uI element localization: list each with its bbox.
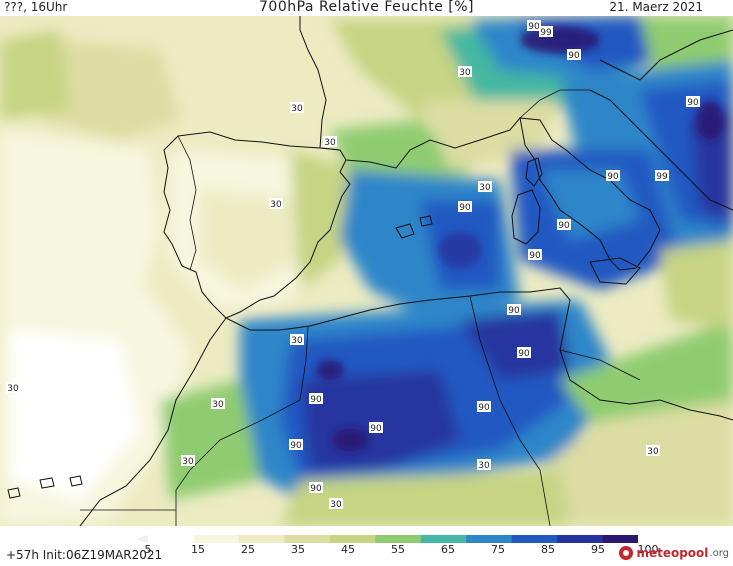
brand-name: meteopool — [636, 546, 709, 560]
contour-label: 90 — [309, 482, 323, 494]
colorbar-tick-label: 35 — [291, 543, 305, 556]
svg-text:90: 90 — [310, 484, 322, 494]
colorbar-tick-label: 15 — [191, 543, 205, 556]
colorbar-segment — [148, 535, 194, 543]
colorbar-segment — [375, 535, 422, 543]
contour-label: 90 — [567, 49, 581, 61]
contour-label: 30 — [211, 398, 225, 410]
colorbar-segment — [238, 535, 285, 543]
svg-text:30: 30 — [647, 447, 659, 457]
svg-text:90: 90 — [459, 203, 471, 213]
colorbar-segment — [193, 535, 240, 543]
svg-text:30: 30 — [324, 138, 336, 148]
svg-text:30: 30 — [212, 400, 224, 410]
contour-label: 30 — [477, 459, 491, 471]
contour-label: 90 — [309, 393, 323, 405]
colorbar-tick-label: 25 — [241, 543, 255, 556]
svg-text:30: 30 — [459, 68, 471, 78]
meteopool-logo: meteopool .org — [619, 546, 729, 560]
footer: 5 15 25 35 45 55 65 75 85 95 100 +57h Init:06Z19MA… — [0, 526, 733, 566]
coastlines — [7, 16, 733, 526]
contour-label: 90 — [557, 219, 571, 231]
svg-text:90: 90 — [528, 22, 540, 32]
svg-text:90: 90 — [290, 441, 302, 451]
contour-label: 30 — [323, 136, 337, 148]
svg-text:30: 30 — [330, 500, 342, 510]
contour-label: 30 — [181, 455, 195, 467]
colorbar-min-arrow — [136, 535, 148, 543]
humidity-map: 90 99 90 30 90 30 30 30 90 99 30 90 90 9… — [0, 16, 733, 526]
contour-label: 90 — [289, 439, 303, 451]
svg-text:90: 90 — [558, 221, 570, 231]
contour-label: 30 — [290, 334, 304, 346]
contour-label: 90 — [369, 422, 383, 434]
colorbar-tick-label: 45 — [341, 543, 355, 556]
colorbar-tick-label: 75 — [491, 543, 505, 556]
colorbar-tick-label: 85 — [541, 543, 555, 556]
contour-label: 90 — [517, 347, 531, 359]
contour-label: 30 — [6, 382, 20, 394]
colorbar-strip — [136, 535, 660, 543]
contour-label: 30 — [478, 181, 492, 193]
colorbar-segment — [557, 535, 604, 543]
svg-text:30: 30 — [291, 104, 303, 114]
colorbar-tick-label: 55 — [391, 543, 405, 556]
svg-text:30: 30 — [7, 384, 19, 394]
colorbar-tick-label: 5 — [144, 543, 152, 556]
svg-text:90: 90 — [568, 51, 580, 61]
svg-text:30: 30 — [270, 200, 282, 210]
contour-label: 90 — [477, 401, 491, 413]
contour-label: 30 — [646, 445, 660, 457]
colorbar-segment — [466, 535, 513, 543]
svg-text:90: 90 — [518, 349, 530, 359]
contour-label: 30 — [269, 198, 283, 210]
contour-label: 99 — [539, 26, 553, 38]
svg-text:30: 30 — [479, 183, 491, 193]
svg-text:30: 30 — [182, 457, 194, 467]
run-info: +57h Init:06Z19MAR2021 — [6, 548, 163, 562]
header: ???, 16Uhr 700hPa Relative Feuchte [%] 2… — [0, 0, 733, 16]
contour-labels: 90 99 90 30 90 30 30 30 90 99 30 90 90 9… — [6, 20, 700, 510]
contour-label: 99 — [655, 170, 669, 182]
contour-label: 30 — [458, 66, 472, 78]
colorbar-tick-label: 65 — [441, 543, 455, 556]
contour-label: 90 — [458, 201, 472, 213]
svg-text:90: 90 — [508, 306, 520, 316]
colorbar-segment — [511, 535, 558, 543]
colorbar: 5 15 25 35 45 55 65 75 85 95 100 — [108, 530, 660, 556]
svg-text:30: 30 — [478, 461, 490, 471]
colorbar-segment — [602, 535, 649, 543]
contour-label: 30 — [290, 102, 304, 114]
colorbar-segment — [329, 535, 376, 543]
colorbar-tick-label: 95 — [591, 543, 605, 556]
logo-icon — [619, 546, 634, 560]
brand-suffix: .org — [709, 547, 729, 559]
svg-text:90: 90 — [370, 424, 382, 434]
colorbar-tick-label: 100 — [637, 543, 659, 556]
svg-text:30: 30 — [291, 336, 303, 346]
colorbar-segment — [284, 535, 331, 543]
map-title: 700hPa Relative Feuchte [%] — [259, 0, 474, 15]
contour-label: 30 — [329, 498, 343, 510]
humidity-field — [0, 16, 733, 526]
contour-label: 90 — [528, 249, 542, 261]
svg-text:90: 90 — [687, 98, 699, 108]
svg-text:90: 90 — [478, 403, 490, 413]
svg-text:90: 90 — [529, 251, 541, 261]
contour-label: 90 — [507, 304, 521, 316]
contour-label: 90 — [527, 20, 541, 32]
valid-date: 21. Maerz 2021 — [609, 0, 703, 14]
contour-label: 90 — [606, 170, 620, 182]
colorbar-segment — [420, 535, 467, 543]
svg-text:99: 99 — [656, 172, 668, 182]
svg-text:90: 90 — [310, 395, 322, 405]
svg-text:90: 90 — [607, 172, 619, 182]
svg-text:99: 99 — [540, 28, 552, 38]
region-time-label: ???, 16Uhr — [4, 0, 68, 14]
contour-label: 90 — [686, 96, 700, 108]
